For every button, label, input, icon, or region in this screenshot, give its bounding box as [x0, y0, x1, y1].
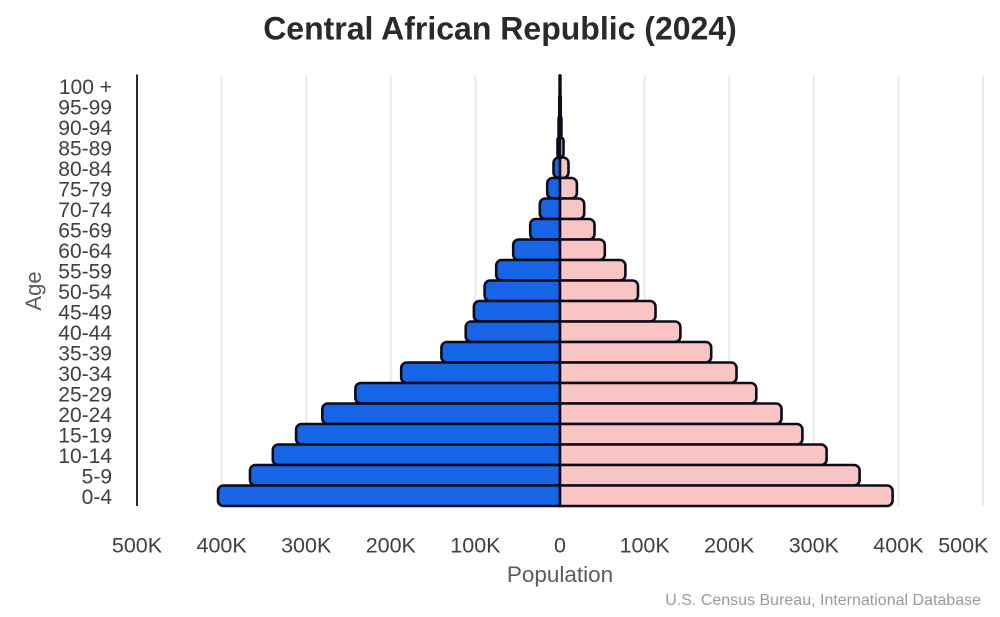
svg-text:20-24: 20-24 [58, 404, 112, 427]
svg-text:Population: Population [507, 562, 613, 587]
svg-text:400K: 400K [196, 534, 247, 558]
svg-text:50-54: 50-54 [58, 281, 112, 304]
svg-text:100K: 100K [450, 534, 501, 558]
svg-text:85-89: 85-89 [58, 138, 112, 161]
svg-text:200K: 200K [366, 534, 417, 558]
svg-text:500K: 500K [938, 534, 989, 558]
svg-text:30-34: 30-34 [58, 363, 112, 386]
svg-text:400K: 400K [873, 534, 924, 558]
svg-text:5-9: 5-9 [82, 466, 112, 489]
svg-text:95-99: 95-99 [58, 97, 112, 120]
svg-text:25-29: 25-29 [58, 384, 112, 407]
svg-text:35-39: 35-39 [58, 343, 112, 366]
svg-text:100 +: 100 + [59, 76, 112, 99]
svg-text:45-49: 45-49 [58, 302, 112, 325]
svg-text:300K: 300K [281, 534, 332, 558]
svg-text:Central African Republic (2024: Central African Republic (2024) [263, 11, 737, 47]
svg-text:90-94: 90-94 [58, 117, 112, 140]
svg-text:55-59: 55-59 [58, 261, 112, 284]
svg-text:0: 0 [554, 534, 566, 558]
svg-text:40-44: 40-44 [58, 322, 112, 345]
svg-text:75-79: 75-79 [58, 179, 112, 202]
svg-text:60-64: 60-64 [58, 240, 112, 263]
svg-text:U.S. Census Bureau, Internatio: U.S. Census Bureau, International Databa… [665, 592, 981, 609]
svg-text:100K: 100K [619, 534, 670, 558]
svg-text:70-74: 70-74 [58, 199, 112, 222]
svg-text:15-19: 15-19 [58, 425, 112, 448]
svg-text:10-14: 10-14 [58, 445, 112, 468]
svg-text:65-69: 65-69 [58, 220, 112, 243]
svg-text:200K: 200K [704, 534, 755, 558]
svg-text:Age: Age [21, 271, 46, 310]
svg-text:300K: 300K [789, 534, 840, 558]
svg-text:0-4: 0-4 [82, 486, 113, 509]
svg-text:500K: 500K [112, 534, 163, 558]
svg-text:80-84: 80-84 [58, 158, 112, 181]
